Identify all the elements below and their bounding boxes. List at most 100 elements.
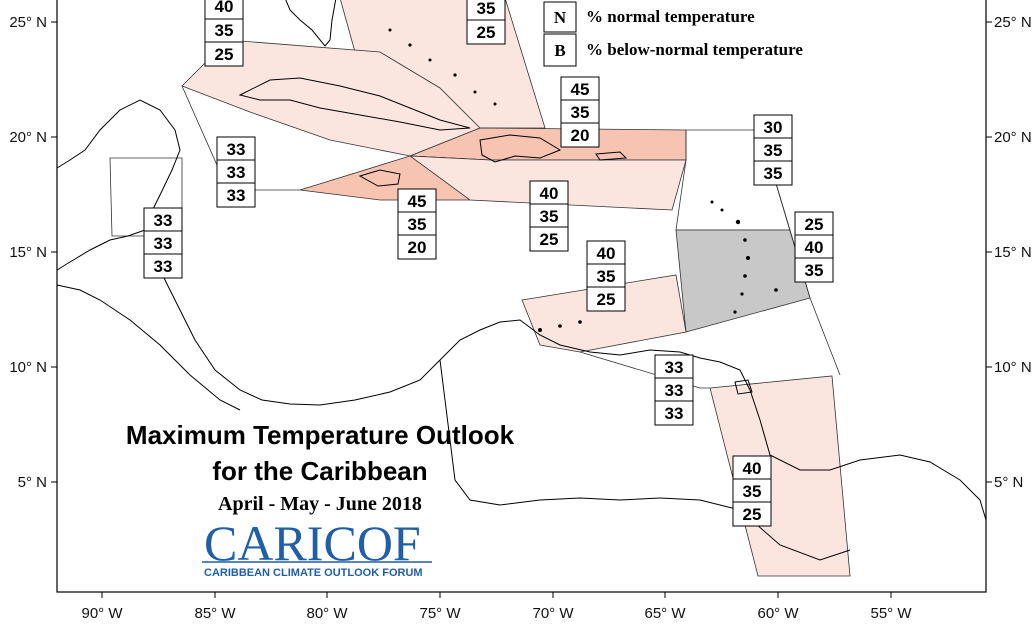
probability-value: 33 xyxy=(665,404,684,423)
coast-central-america-south xyxy=(144,229,701,406)
probability-value: 30 xyxy=(764,118,783,137)
region-boundary-south xyxy=(579,351,710,389)
probability-value: 40 xyxy=(540,184,559,203)
probability-box-bahamas: 35 25 xyxy=(466,0,506,45)
y-tick-label-right: 5° N xyxy=(994,474,1023,491)
island-puerto-rico xyxy=(595,151,628,161)
region-abc-islands xyxy=(521,274,687,353)
probability-value: 33 xyxy=(227,163,246,182)
probability-value: 35 xyxy=(215,21,234,40)
probability-value: 33 xyxy=(665,381,684,400)
probability-box-abc-islands: 40 35 25 xyxy=(586,240,626,312)
probability-value: 40 xyxy=(805,238,824,257)
y-tick-label-right: 20° N xyxy=(994,129,1032,146)
map-title: Maximum Temperature Outlook for the Cari… xyxy=(126,420,515,515)
island-hispaniola xyxy=(479,134,562,163)
probability-value: 33 xyxy=(227,186,246,205)
small-islands xyxy=(388,28,778,332)
y-tick-label-right: 10° N xyxy=(994,359,1032,376)
axis-ticks xyxy=(51,21,992,598)
coastlines xyxy=(56,0,987,561)
probability-value: 35 xyxy=(764,141,783,160)
probability-box-guianas: 40 35 25 xyxy=(732,455,772,527)
x-tick-label: 55° W xyxy=(870,605,912,622)
y-axis-labels-right: 25° N 20° N 15° N 10° N 5° N xyxy=(994,14,1032,491)
probability-box-puerto-rico-sea: 40 35 25 xyxy=(529,180,569,252)
x-tick-label: 65° W xyxy=(644,605,686,622)
x-tick-label: 60° W xyxy=(757,605,799,622)
probability-value: 45 xyxy=(408,192,427,211)
legend: N % normal temperature B % below-normal … xyxy=(543,1,803,67)
y-tick-label-right: 15° N xyxy=(994,244,1032,261)
probability-value: 35 xyxy=(764,164,783,183)
probability-value: 40 xyxy=(743,459,762,478)
legend-key: B xyxy=(554,41,565,60)
probability-value: 35 xyxy=(477,0,496,18)
coast-south-america-north xyxy=(699,357,987,521)
probability-value: 20 xyxy=(408,238,427,257)
probability-value: 25 xyxy=(743,505,762,524)
x-tick-label: 75° W xyxy=(419,605,461,622)
x-tick-label: 85° W xyxy=(194,605,236,622)
probability-box-cuba: 40 35 25 xyxy=(204,0,244,67)
legend-label: % normal temperature xyxy=(586,7,755,26)
x-tick-label: 80° W xyxy=(306,605,348,622)
y-tick-label-right: 25° N xyxy=(994,14,1032,31)
legend-key-box xyxy=(543,1,577,33)
y-tick-label: 5° N xyxy=(18,474,47,491)
probability-value: 35 xyxy=(408,215,427,234)
legend-key-box xyxy=(543,33,577,67)
probability-value: 33 xyxy=(665,358,684,377)
island-jamaica xyxy=(358,169,401,187)
probability-value: 45 xyxy=(571,80,590,99)
probability-value: 25 xyxy=(540,230,559,249)
probability-value: 33 xyxy=(154,257,173,276)
y-tick-label: 10° N xyxy=(9,359,47,376)
x-axis-labels: 90° W 85° W 80° W 75° W 70° W 65° W 60° … xyxy=(81,605,912,622)
probability-value: 35 xyxy=(805,261,824,280)
logo-tagline: CARIBBEAN CLIMATE OUTLOOK FORUM xyxy=(204,567,423,579)
x-tick-label: 70° W xyxy=(532,605,574,622)
title-line-2: for the Caribbean xyxy=(212,456,427,486)
probability-box-trinidad: 33 33 33 xyxy=(654,354,694,426)
probability-value: 40 xyxy=(597,244,616,263)
probability-box-western-caribbean: 33 33 33 xyxy=(216,136,256,208)
title-line-1: Maximum Temperature Outlook xyxy=(126,420,515,450)
island-trinidad xyxy=(734,379,753,395)
probability-box-leeward-islands: 30 35 35 xyxy=(753,114,793,186)
island-cuba xyxy=(238,77,471,131)
probability-value: 25 xyxy=(597,290,616,309)
probability-box-central-america: 33 33 33 xyxy=(143,207,183,279)
y-tick-label: 25° N xyxy=(9,14,47,31)
probability-value: 33 xyxy=(154,211,173,230)
probability-value: 40 xyxy=(215,0,234,16)
y-tick-label: 20° N xyxy=(9,129,47,146)
probability-value: 25 xyxy=(805,215,824,234)
caricof-logo: CARICOF CARIBBEAN CLIMATE OUTLOOK FORUM xyxy=(202,515,432,579)
title-period: April - May - June 2018 xyxy=(218,493,422,515)
probability-value: 33 xyxy=(227,140,246,159)
coast-venezuela-interior xyxy=(659,497,851,561)
legend-label: % below-normal temperature xyxy=(586,40,803,59)
probability-value: 20 xyxy=(571,126,590,145)
probability-value: 35 xyxy=(540,207,559,226)
legend-key: N xyxy=(554,8,567,27)
x-tick-label: 90° W xyxy=(81,605,123,622)
region-boundary-east xyxy=(759,129,841,376)
probability-value: 35 xyxy=(743,482,762,501)
probability-value: 25 xyxy=(477,23,496,42)
coast-colombia-pacific xyxy=(439,359,661,506)
probability-box-jamaica: 45 35 20 xyxy=(397,188,437,260)
coast-florida xyxy=(285,0,337,47)
probability-value: 35 xyxy=(597,267,616,286)
probability-value: 35 xyxy=(571,103,590,122)
probability-box-windward-islands: 25 40 35 xyxy=(794,211,834,283)
coast-mexico-west xyxy=(56,284,241,411)
probability-box-hispaniola: 45 35 20 xyxy=(560,76,600,148)
coast-yucatan-central-america xyxy=(56,99,181,271)
probability-value: 33 xyxy=(154,234,173,253)
y-tick-label: 15° N xyxy=(9,244,47,261)
probability-value: 25 xyxy=(215,45,234,64)
y-axis-labels-left: 25° N 20° N 15° N 10° N 5° N xyxy=(9,14,47,491)
